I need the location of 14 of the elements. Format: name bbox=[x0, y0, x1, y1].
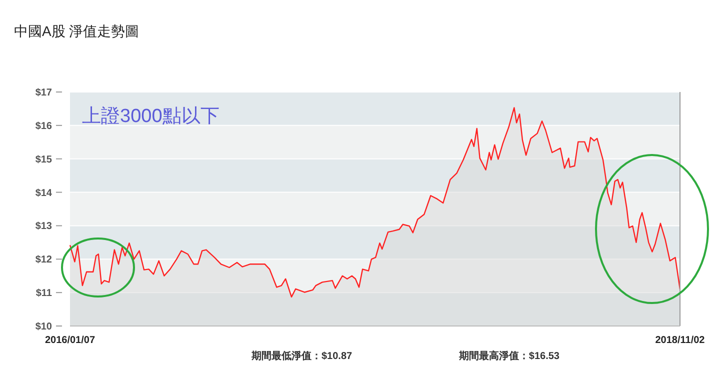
x-tick-label: 2016/01/07 bbox=[44, 335, 96, 346]
y-tick-label: $15 bbox=[35, 154, 52, 166]
y-tick-label: $11 bbox=[36, 288, 52, 300]
y-tick-label: $16 bbox=[35, 120, 52, 132]
x-tick-label: 2018/11/02 bbox=[655, 335, 706, 346]
text: 期間最高淨值：$16.53 bbox=[458, 350, 560, 362]
y-tick-label: $17 bbox=[35, 88, 52, 98]
text: 期間最低淨值：$10.87 bbox=[250, 350, 353, 362]
y-tick-label: $14 bbox=[35, 188, 52, 199]
annotation: 上證3000點以下 bbox=[82, 106, 220, 127]
y-tick-label: $10 bbox=[35, 322, 52, 332]
y-tick-label: $12 bbox=[35, 254, 52, 266]
chart-title: 中國A股 淨值走勢圖 bbox=[14, 23, 140, 39]
y-tick-label: $13 bbox=[35, 221, 52, 232]
